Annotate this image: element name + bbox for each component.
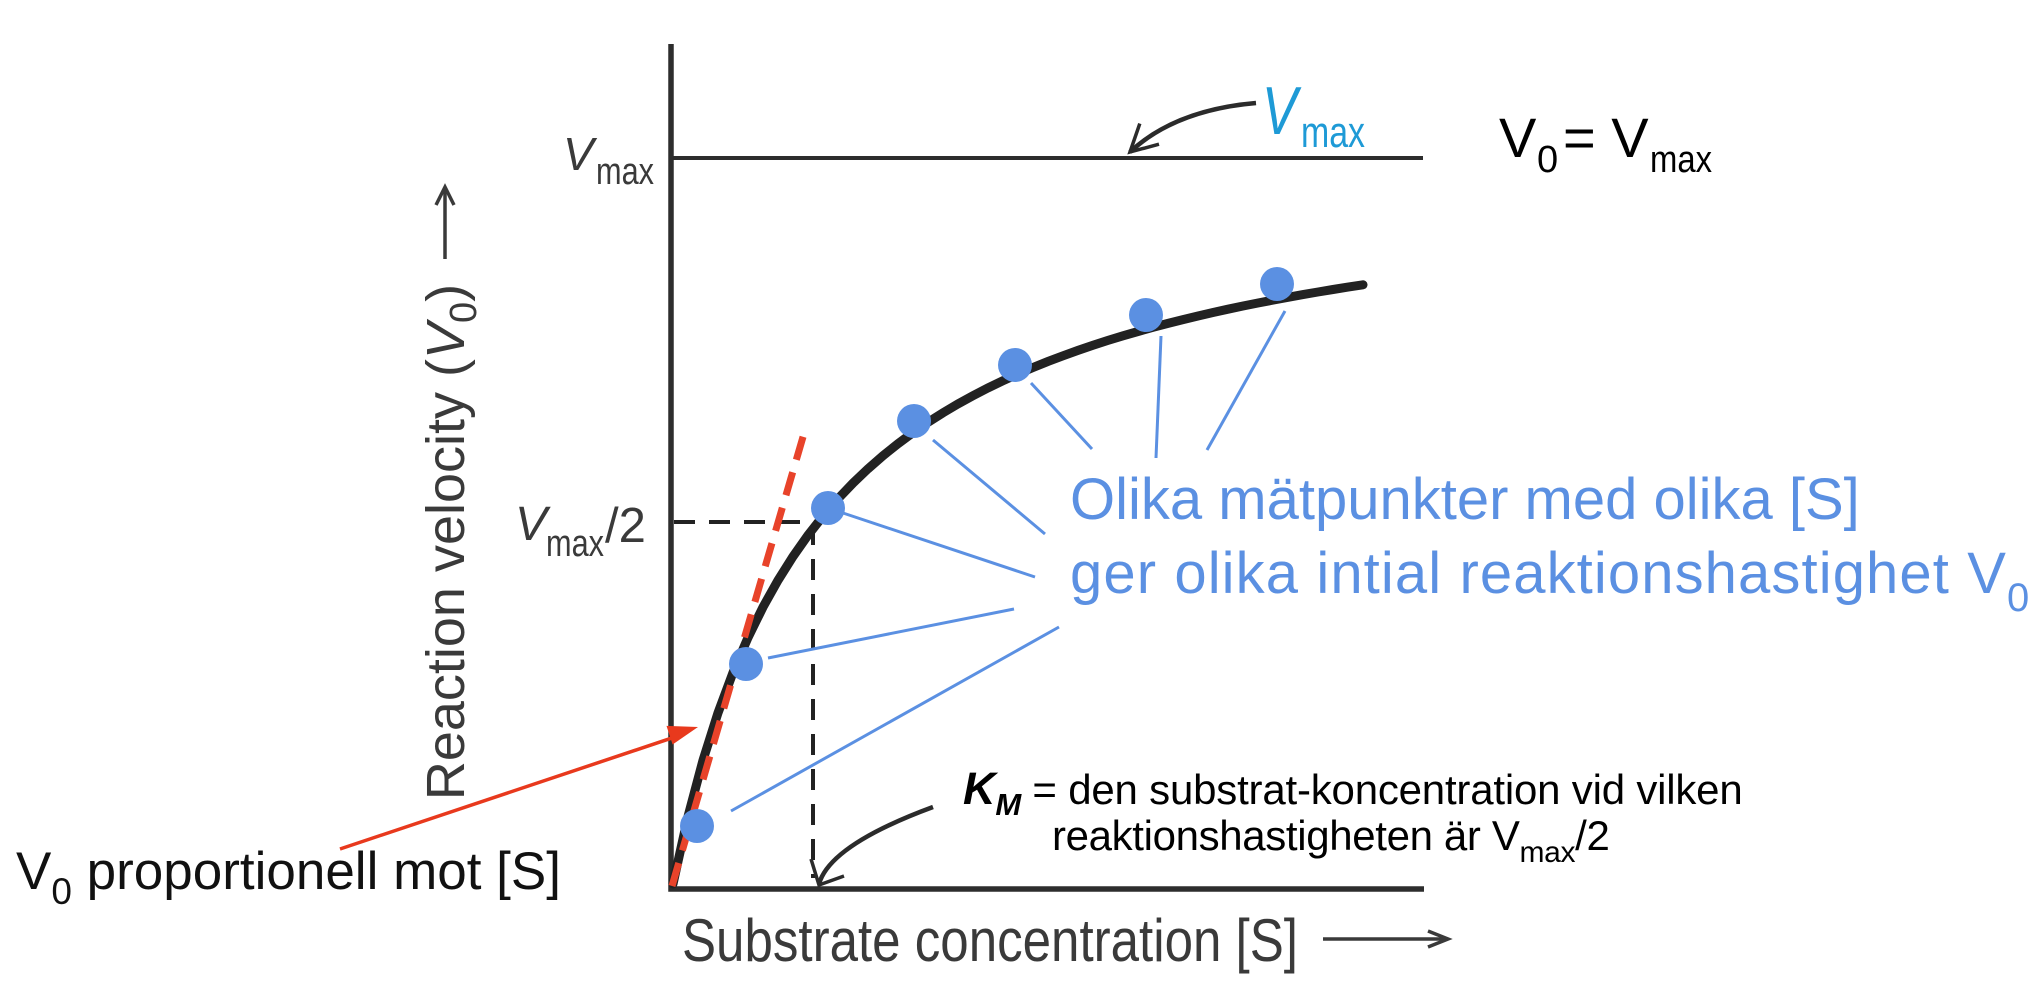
svg-text:reaktionshastigheten är Vmax/2: reaktionshastigheten är Vmax/2 (1052, 812, 1610, 869)
svg-text:V: V (1262, 73, 1302, 149)
svg-text:V: V (515, 498, 551, 551)
svg-text:V: V (1499, 106, 1537, 169)
svg-text:Olika mätpunkter med olika [S]: Olika mätpunkter med olika [S] (1070, 467, 1860, 532)
svg-text:= V: = V (1563, 106, 1649, 169)
svg-text:max: max (596, 151, 654, 193)
svg-text:max: max (546, 523, 604, 565)
svg-text:max: max (1301, 108, 1365, 157)
svg-text:V0 proportionell mot [S]: V0 proportionell mot [S] (16, 842, 561, 912)
svg-text:KM = den substrat-koncentratio: KM = den substrat-koncentration vid vilk… (963, 763, 1743, 822)
svg-text:max: max (1650, 139, 1712, 181)
svg-text:0: 0 (1537, 139, 1558, 181)
svg-text:/2: /2 (605, 499, 646, 553)
svg-text:ger olika intial reaktionshast: ger olika intial reaktionshastighet V0 (1070, 541, 2030, 620)
svg-text:Reaction velocity (V0): Reaction velocity (V0) (416, 284, 485, 800)
svg-text:V: V (563, 128, 598, 180)
svg-text:Substrate concentration [S]: Substrate concentration [S] (682, 907, 1298, 974)
